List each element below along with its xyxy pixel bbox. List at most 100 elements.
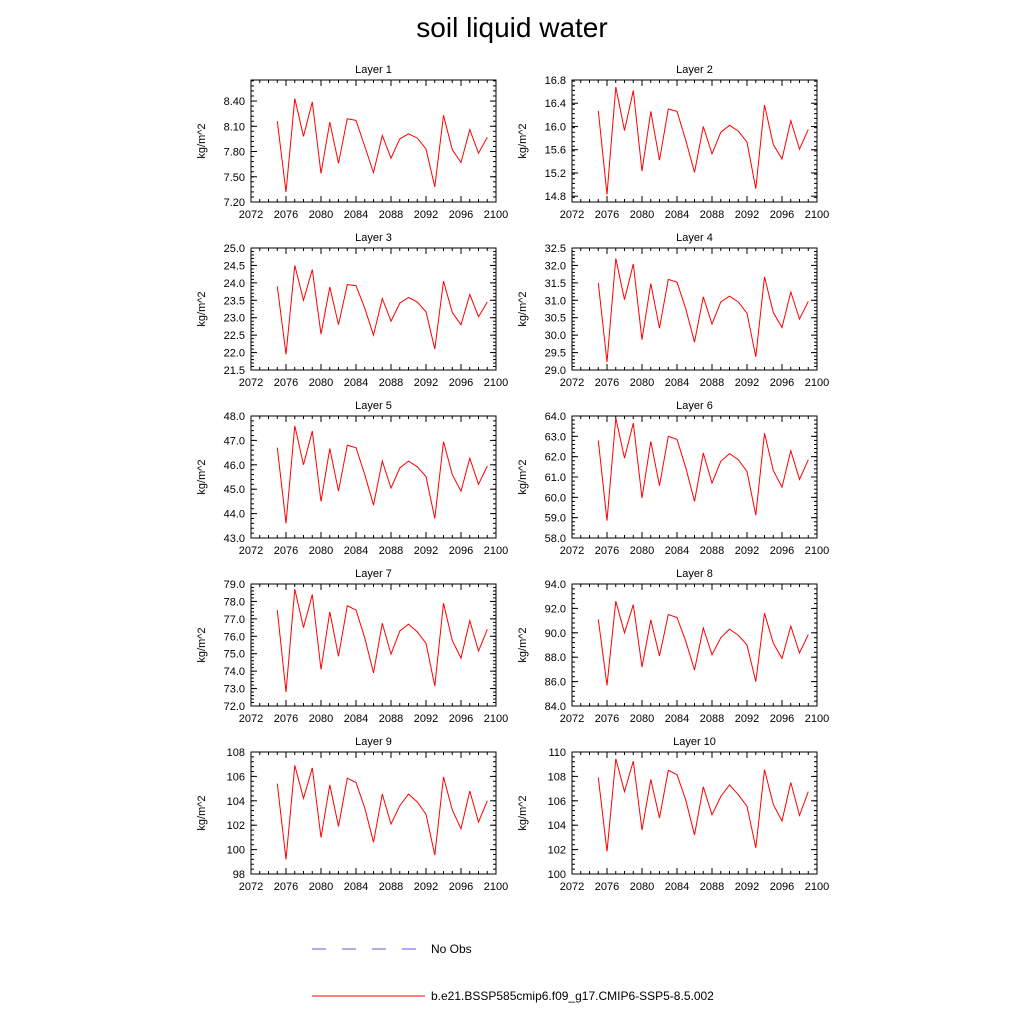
x-tick-label: 2076 bbox=[595, 713, 619, 725]
y-axis-label: kg/m^2 bbox=[517, 627, 529, 662]
y-tick-label: 73.0 bbox=[224, 684, 245, 696]
y-tick-label: 76.0 bbox=[224, 631, 245, 643]
y-tick-label: 60.0 bbox=[545, 492, 566, 504]
y-tick-label: 24.5 bbox=[224, 260, 245, 272]
x-tick-label: 2096 bbox=[770, 545, 794, 557]
model-series-line bbox=[597, 758, 809, 852]
x-tick-label: 2072 bbox=[560, 545, 584, 557]
x-tick-label: 2076 bbox=[595, 209, 619, 221]
y-tick-label: 8.40 bbox=[224, 96, 245, 108]
y-tick-label: 110 bbox=[548, 747, 566, 759]
y-tick-label: 32.0 bbox=[545, 260, 566, 272]
y-tick-label: 24.0 bbox=[224, 278, 245, 290]
x-tick-label: 2084 bbox=[665, 881, 689, 893]
y-tick-label: 30.5 bbox=[545, 313, 566, 325]
x-tick-label: 2084 bbox=[665, 209, 689, 221]
y-tick-label: 43.0 bbox=[224, 533, 245, 545]
x-tick-label: 2096 bbox=[449, 545, 473, 557]
y-tick-label: 46.0 bbox=[224, 460, 245, 472]
x-tick-label: 2088 bbox=[379, 545, 403, 557]
x-tick-label: 2092 bbox=[735, 881, 759, 893]
y-tick-label: 92.0 bbox=[545, 603, 566, 615]
panel-layer-7: Layer 7 kg/m^2 2072 2076 2080 2084 2088 2092 209… bbox=[196, 568, 508, 725]
x-tick-label: 2080 bbox=[630, 881, 654, 893]
y-axis-label: kg/m^2 bbox=[196, 627, 208, 662]
y-tick-label: 104 bbox=[227, 796, 245, 808]
x-tick-label: 2100 bbox=[484, 377, 508, 389]
x-tick-label: 2076 bbox=[595, 545, 619, 557]
x-tick-label: 2092 bbox=[735, 377, 759, 389]
panel-layer-5: Layer 5 kg/m^2 2072 2076 2080 2084 2088 2092 209… bbox=[196, 400, 508, 557]
legend-obs-label: No Obs bbox=[431, 942, 472, 956]
y-tick-label: 77.0 bbox=[224, 614, 245, 626]
x-tick-label: 2084 bbox=[344, 713, 368, 725]
panel-title: Layer 10 bbox=[673, 736, 716, 748]
y-tick-label: 84.0 bbox=[545, 701, 566, 713]
x-tick-label: 2096 bbox=[770, 209, 794, 221]
y-tick-label: 59.0 bbox=[545, 513, 566, 525]
x-tick-label: 2072 bbox=[560, 713, 584, 725]
x-tick-label: 2088 bbox=[379, 209, 403, 221]
x-tick-label: 2072 bbox=[560, 881, 584, 893]
x-tick-label: 2096 bbox=[449, 209, 473, 221]
y-tick-label: 106 bbox=[227, 771, 245, 783]
x-tick-label: 2080 bbox=[309, 713, 333, 725]
x-tick-label: 2092 bbox=[414, 545, 438, 557]
x-tick-label: 2092 bbox=[414, 377, 438, 389]
y-tick-label: 8.10 bbox=[224, 121, 245, 133]
model-series-line bbox=[276, 589, 488, 693]
plot-frame bbox=[250, 247, 497, 371]
x-tick-label: 2096 bbox=[449, 881, 473, 893]
x-tick-label: 2100 bbox=[805, 881, 829, 893]
y-tick-label: 48.0 bbox=[224, 411, 245, 423]
y-axis-label: kg/m^2 bbox=[196, 459, 208, 494]
y-tick-label: 88.0 bbox=[545, 652, 566, 664]
y-axis-label: kg/m^2 bbox=[517, 291, 529, 326]
model-series-line bbox=[276, 425, 488, 524]
y-tick-label: 15.6 bbox=[545, 145, 566, 157]
y-tick-label: 86.0 bbox=[545, 677, 566, 689]
y-tick-label: 7.50 bbox=[224, 172, 245, 184]
x-tick-label: 2096 bbox=[770, 881, 794, 893]
x-tick-label: 2072 bbox=[560, 377, 584, 389]
x-tick-label: 2100 bbox=[805, 377, 829, 389]
x-tick-label: 2088 bbox=[700, 209, 724, 221]
y-tick-label: 31.5 bbox=[545, 278, 566, 290]
x-tick-label: 2084 bbox=[344, 209, 368, 221]
panel-layer-4: Layer 4 kg/m^2 2072 2076 2080 2084 2088 2092 209… bbox=[517, 232, 829, 389]
x-tick-label: 2080 bbox=[630, 209, 654, 221]
y-tick-label: 14.8 bbox=[545, 191, 566, 203]
x-tick-label: 2088 bbox=[379, 377, 403, 389]
y-tick-label: 78.0 bbox=[224, 596, 245, 608]
plot-frame bbox=[250, 583, 497, 707]
x-tick-label: 2100 bbox=[484, 881, 508, 893]
y-axis-label: kg/m^2 bbox=[517, 795, 529, 830]
panel-layer-2: Layer 2 kg/m^2 2072 2076 2080 2084 2088 2092 209… bbox=[517, 64, 829, 221]
x-tick-label: 2080 bbox=[309, 377, 333, 389]
x-tick-label: 2100 bbox=[805, 209, 829, 221]
x-tick-label: 2096 bbox=[770, 713, 794, 725]
panel-title: Layer 2 bbox=[676, 64, 713, 76]
panel-title: Layer 8 bbox=[676, 568, 713, 580]
x-tick-label: 2096 bbox=[449, 377, 473, 389]
x-tick-label: 2084 bbox=[344, 377, 368, 389]
y-axis-label: kg/m^2 bbox=[517, 459, 529, 494]
y-tick-label: 16.8 bbox=[545, 75, 566, 87]
x-tick-label: 2076 bbox=[595, 881, 619, 893]
x-tick-label: 2080 bbox=[309, 209, 333, 221]
x-tick-label: 2100 bbox=[484, 209, 508, 221]
model-series-line bbox=[597, 600, 809, 686]
x-tick-label: 2084 bbox=[665, 377, 689, 389]
y-tick-label: 75.0 bbox=[224, 649, 245, 661]
x-tick-label: 2072 bbox=[239, 713, 263, 725]
legend-model-label: b.e21.BSSP585cmip6.f09_g17.CMIP6-SSP5-8.… bbox=[431, 989, 714, 1003]
y-axis-label: kg/m^2 bbox=[517, 123, 529, 158]
y-tick-label: 30.0 bbox=[545, 330, 566, 342]
plot-frame bbox=[571, 79, 818, 203]
y-tick-label: 106 bbox=[548, 796, 566, 808]
x-tick-label: 2080 bbox=[630, 713, 654, 725]
x-tick-label: 2076 bbox=[274, 713, 298, 725]
x-tick-label: 2088 bbox=[700, 713, 724, 725]
y-tick-label: 21.5 bbox=[224, 365, 245, 377]
x-tick-label: 2072 bbox=[239, 545, 263, 557]
